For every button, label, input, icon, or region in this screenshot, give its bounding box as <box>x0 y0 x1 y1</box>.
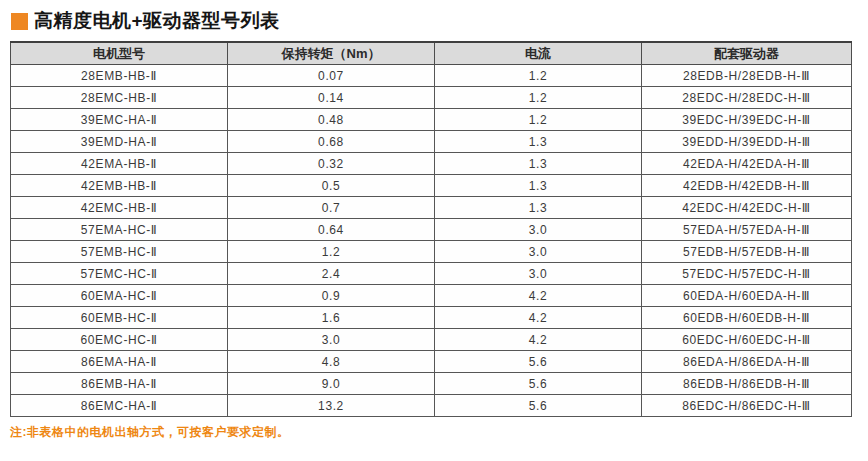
table-row: 42EMB-HB-Ⅱ0.51.342EDB-H/42EDB-H-Ⅲ <box>11 175 852 197</box>
cell-current: 5.6 <box>435 351 642 373</box>
cell-current: 3.0 <box>435 219 642 241</box>
cell-motor-model: 60EMC-HC-Ⅱ <box>11 329 228 351</box>
cell-motor-model: 42EMA-HB-Ⅱ <box>11 153 228 175</box>
cell-holding-torque: 1.6 <box>228 307 435 329</box>
table-body: 28EMB-HB-Ⅱ0.071.228EDB-H/28EDB-H-Ⅲ28EMC-… <box>11 65 852 417</box>
table-row: 57EMC-HC-Ⅱ2.43.057EDC-H/57EDC-H-Ⅲ <box>11 263 852 285</box>
cell-matching-driver: 57EDA-H/57EDA-H-Ⅲ <box>642 219 852 241</box>
cell-current: 1.3 <box>435 153 642 175</box>
cell-matching-driver: 42EDA-H/42EDA-H-Ⅲ <box>642 153 852 175</box>
catalog-page: 高精度电机+驱动器型号列表 电机型号 保持转矩（Nm） 电流 配套驱动器 28E… <box>0 0 868 461</box>
cell-matching-driver: 42EDC-H/42EDC-H-Ⅲ <box>642 197 852 219</box>
cell-motor-model: 42EMC-HB-Ⅱ <box>11 197 228 219</box>
cell-motor-model: 42EMB-HB-Ⅱ <box>11 175 228 197</box>
cell-matching-driver: 39EDC-H/39EDC-H-Ⅲ <box>642 109 852 131</box>
cell-current: 1.2 <box>435 109 642 131</box>
table-row: 39EMC-HA-Ⅱ0.481.239EDC-H/39EDC-H-Ⅲ <box>11 109 852 131</box>
cell-current: 3.0 <box>435 263 642 285</box>
cell-matching-driver: 28EDB-H/28EDB-H-Ⅲ <box>642 65 852 87</box>
cell-motor-model: 60EMB-HC-Ⅱ <box>11 307 228 329</box>
cell-motor-model: 86EMA-HA-Ⅱ <box>11 351 228 373</box>
cell-matching-driver: 86EDA-H/86EDA-H-Ⅲ <box>642 351 852 373</box>
cell-matching-driver: 86EDC-H/86EDC-H-Ⅲ <box>642 395 852 417</box>
cell-holding-torque: 0.9 <box>228 285 435 307</box>
footnote-custom-shaft-note: 注:非表格中的电机出轴方式，可按客户要求定制。 <box>10 424 868 441</box>
cell-current: 3.0 <box>435 241 642 263</box>
cell-matching-driver: 39EDD-H/39EDD-H-Ⅲ <box>642 131 852 153</box>
table-row: 39EMD-HA-Ⅱ0.681.339EDD-H/39EDD-H-Ⅲ <box>11 131 852 153</box>
cell-motor-model: 86EMC-HA-Ⅱ <box>11 395 228 417</box>
cell-current: 5.6 <box>435 373 642 395</box>
cell-matching-driver: 60EDC-H/60EDC-H-Ⅲ <box>642 329 852 351</box>
cell-current: 1.3 <box>435 197 642 219</box>
column-header-matching-driver: 配套驱动器 <box>642 42 852 65</box>
table-row: 57EMB-HC-Ⅱ1.23.057EDB-H/57EDB-H-Ⅲ <box>11 241 852 263</box>
cell-motor-model: 28EMB-HB-Ⅱ <box>11 65 228 87</box>
cell-current: 1.3 <box>435 131 642 153</box>
table-row: 28EMC-HB-Ⅱ0.141.228EDC-H/28EDC-H-Ⅲ <box>11 87 852 109</box>
cell-current: 1.2 <box>435 65 642 87</box>
table-row: 57EMA-HC-Ⅱ0.643.057EDA-H/57EDA-H-Ⅲ <box>11 219 852 241</box>
cell-current: 4.2 <box>435 307 642 329</box>
cell-holding-torque: 0.07 <box>228 65 435 87</box>
cell-holding-torque: 0.5 <box>228 175 435 197</box>
table-row: 86EMB-HA-Ⅱ9.05.686EDB-H/86EDB-H-Ⅲ <box>11 373 852 395</box>
table-row: 60EMB-HC-Ⅱ1.64.260EDB-H/60EDB-H-Ⅲ <box>11 307 852 329</box>
cell-current: 4.2 <box>435 329 642 351</box>
cell-current: 5.6 <box>435 395 642 417</box>
cell-matching-driver: 42EDB-H/42EDB-H-Ⅲ <box>642 175 852 197</box>
cell-holding-torque: 2.4 <box>228 263 435 285</box>
cell-holding-torque: 4.8 <box>228 351 435 373</box>
cell-matching-driver: 57EDC-H/57EDC-H-Ⅲ <box>642 263 852 285</box>
cell-holding-torque: 0.48 <box>228 109 435 131</box>
table-row: 86EMC-HA-Ⅱ13.25.686EDC-H/86EDC-H-Ⅲ <box>11 395 852 417</box>
cell-motor-model: 60EMA-HC-Ⅱ <box>11 285 228 307</box>
cell-matching-driver: 28EDC-H/28EDC-H-Ⅲ <box>642 87 852 109</box>
cell-holding-torque: 0.32 <box>228 153 435 175</box>
cell-holding-torque: 1.2 <box>228 241 435 263</box>
table-row: 42EMC-HB-Ⅱ0.71.342EDC-H/42EDC-H-Ⅲ <box>11 197 852 219</box>
cell-holding-torque: 0.14 <box>228 87 435 109</box>
column-header-current: 电流 <box>435 42 642 65</box>
cell-matching-driver: 86EDB-H/86EDB-H-Ⅲ <box>642 373 852 395</box>
cell-motor-model: 86EMB-HA-Ⅱ <box>11 373 228 395</box>
column-header-motor-model: 电机型号 <box>11 42 228 65</box>
cell-matching-driver: 57EDB-H/57EDB-H-Ⅲ <box>642 241 852 263</box>
section-title-row: 高精度电机+驱动器型号列表 <box>0 0 868 41</box>
cell-matching-driver: 60EDA-H/60EDA-H-Ⅲ <box>642 285 852 307</box>
cell-holding-torque: 0.7 <box>228 197 435 219</box>
table-header: 电机型号 保持转矩（Nm） 电流 配套驱动器 <box>11 42 852 65</box>
cell-holding-torque: 0.68 <box>228 131 435 153</box>
cell-motor-model: 28EMC-HB-Ⅱ <box>11 87 228 109</box>
column-header-holding-torque: 保持转矩（Nm） <box>228 42 435 65</box>
orange-square-bullet-icon <box>11 13 28 30</box>
cell-holding-torque: 13.2 <box>228 395 435 417</box>
table-row: 60EMA-HC-Ⅱ0.94.260EDA-H/60EDA-H-Ⅲ <box>11 285 852 307</box>
table-row: 42EMA-HB-Ⅱ0.321.342EDA-H/42EDA-H-Ⅲ <box>11 153 852 175</box>
motor-driver-spec-table: 电机型号 保持转矩（Nm） 电流 配套驱动器 28EMB-HB-Ⅱ0.071.2… <box>10 41 852 417</box>
cell-motor-model: 39EMD-HA-Ⅱ <box>11 131 228 153</box>
page-title: 高精度电机+驱动器型号列表 <box>34 8 280 34</box>
cell-motor-model: 57EMA-HC-Ⅱ <box>11 219 228 241</box>
cell-holding-torque: 0.64 <box>228 219 435 241</box>
cell-holding-torque: 9.0 <box>228 373 435 395</box>
table-header-row: 电机型号 保持转矩（Nm） 电流 配套驱动器 <box>11 42 852 65</box>
cell-current: 1.2 <box>435 87 642 109</box>
cell-current: 4.2 <box>435 285 642 307</box>
table-row: 28EMB-HB-Ⅱ0.071.228EDB-H/28EDB-H-Ⅲ <box>11 65 852 87</box>
table-row: 60EMC-HC-Ⅱ3.04.260EDC-H/60EDC-H-Ⅲ <box>11 329 852 351</box>
cell-matching-driver: 60EDB-H/60EDB-H-Ⅲ <box>642 307 852 329</box>
cell-motor-model: 39EMC-HA-Ⅱ <box>11 109 228 131</box>
cell-current: 1.3 <box>435 175 642 197</box>
cell-motor-model: 57EMB-HC-Ⅱ <box>11 241 228 263</box>
cell-holding-torque: 3.0 <box>228 329 435 351</box>
cell-motor-model: 57EMC-HC-Ⅱ <box>11 263 228 285</box>
table-row: 86EMA-HA-Ⅱ4.85.686EDA-H/86EDA-H-Ⅲ <box>11 351 852 373</box>
